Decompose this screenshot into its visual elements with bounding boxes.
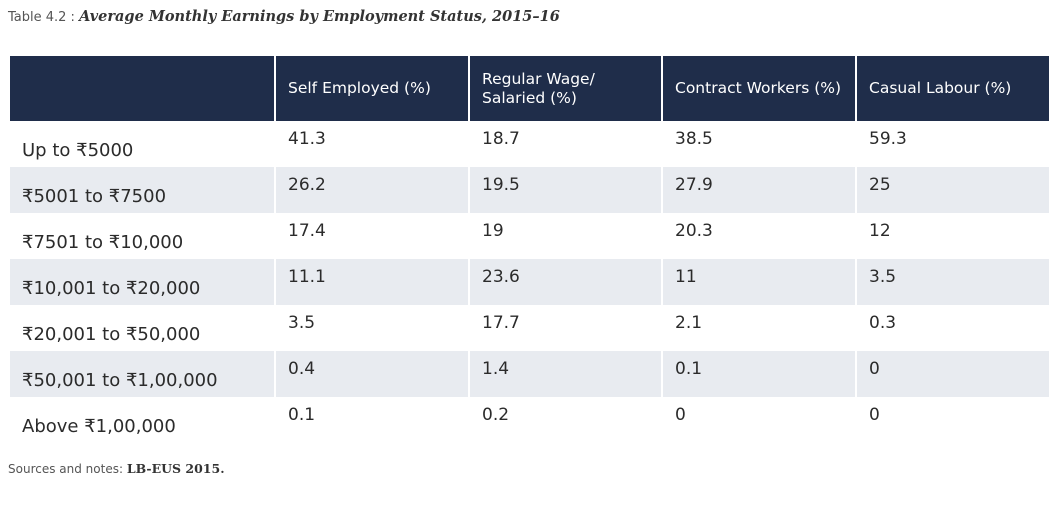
- table-cell: 3.5: [856, 259, 1049, 305]
- table-cell: 0: [856, 397, 1049, 443]
- table-cell: 38.5: [662, 121, 857, 167]
- sources-value: LB-EUS 2015.: [126, 461, 225, 476]
- header-cell-blank: [10, 56, 276, 121]
- table-cell: 27.9: [662, 167, 857, 213]
- table-cell: 26.2: [275, 167, 470, 213]
- table-cell: 19: [469, 213, 663, 259]
- earnings-table-container: Self Employed (%) Regular Wage/ Salaried…: [10, 56, 1049, 443]
- table-row: ₹7501 to ₹10,000 17.4 19 20.3 12: [10, 213, 1049, 259]
- row-label: ₹7501 to ₹10,000: [10, 213, 276, 259]
- table-body: Up to ₹5000 41.3 18.7 38.5 59.3 ₹5001 to…: [10, 121, 1049, 443]
- table-row: Above ₹1,00,000 0.1 0.2 0 0: [10, 397, 1049, 443]
- header-cell-casual-labour: Casual Labour (%): [856, 56, 1049, 121]
- table-number-label: Table 4.2 :: [8, 10, 80, 25]
- table-row: ₹10,001 to ₹20,000 11.1 23.6 11 3.5: [10, 259, 1049, 305]
- sources-label: Sources and notes:: [8, 462, 127, 476]
- table-cell: 0.1: [662, 351, 857, 397]
- table-cell: 11: [662, 259, 857, 305]
- table-cell: 18.7: [469, 121, 663, 167]
- table-cell: 59.3: [856, 121, 1049, 167]
- row-label: Up to ₹5000: [10, 121, 276, 167]
- row-label: ₹5001 to ₹7500: [10, 167, 276, 213]
- table-row: ₹50,001 to ₹1,00,000 0.4 1.4 0.1 0: [10, 351, 1049, 397]
- table-cell: 0.4: [275, 351, 470, 397]
- table-caption: Table 4.2 : Average Monthly Earnings by …: [8, 8, 560, 25]
- table-cell: 12: [856, 213, 1049, 259]
- table-cell: 17.4: [275, 213, 470, 259]
- sources-note: Sources and notes: LB-EUS 2015.: [8, 461, 225, 476]
- table-cell: 0: [856, 351, 1049, 397]
- table-cell: 0.3: [856, 305, 1049, 351]
- header-cell-contract-workers: Contract Workers (%): [662, 56, 857, 121]
- table-cell: 0.2: [469, 397, 663, 443]
- header-cell-regular-wage: Regular Wage/ Salaried (%): [469, 56, 663, 121]
- header-cell-self-employed: Self Employed (%): [275, 56, 470, 121]
- table-cell: 11.1: [275, 259, 470, 305]
- row-label: ₹20,001 to ₹50,000: [10, 305, 276, 351]
- table-cell: 17.7: [469, 305, 663, 351]
- table-row: Up to ₹5000 41.3 18.7 38.5 59.3: [10, 121, 1049, 167]
- table-row: ₹20,001 to ₹50,000 3.5 17.7 2.1 0.3: [10, 305, 1049, 351]
- table-cell: 20.3: [662, 213, 857, 259]
- table-cell: 23.6: [469, 259, 663, 305]
- table-cell: 0: [662, 397, 857, 443]
- table-cell: 19.5: [469, 167, 663, 213]
- table-title: Average Monthly Earnings by Employment S…: [79, 8, 560, 25]
- row-label: ₹50,001 to ₹1,00,000: [10, 351, 276, 397]
- table-row: ₹5001 to ₹7500 26.2 19.5 27.9 25: [10, 167, 1049, 213]
- row-label: Above ₹1,00,000: [10, 397, 276, 443]
- row-label: ₹10,001 to ₹20,000: [10, 259, 276, 305]
- table-header: Self Employed (%) Regular Wage/ Salaried…: [10, 56, 1049, 121]
- table-cell: 2.1: [662, 305, 857, 351]
- table-cell: 1.4: [469, 351, 663, 397]
- header-row: Self Employed (%) Regular Wage/ Salaried…: [10, 56, 1049, 121]
- table-cell: 0.1: [275, 397, 470, 443]
- table-cell: 41.3: [275, 121, 470, 167]
- table-cell: 25: [856, 167, 1049, 213]
- earnings-table: Self Employed (%) Regular Wage/ Salaried…: [10, 56, 1049, 443]
- table-cell: 3.5: [275, 305, 470, 351]
